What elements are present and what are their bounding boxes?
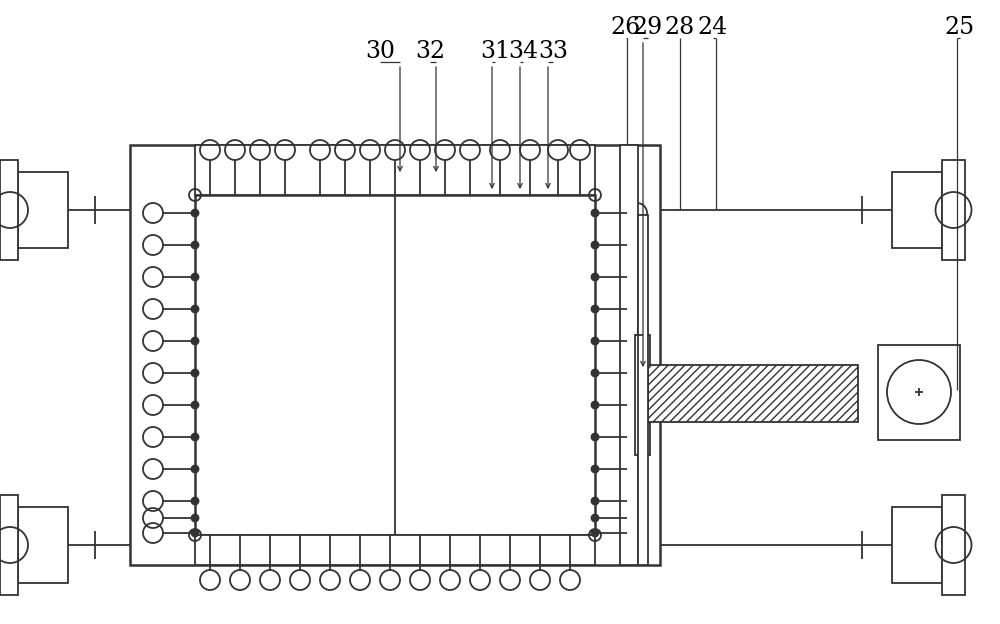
- Text: 29: 29: [633, 16, 663, 39]
- Circle shape: [592, 466, 598, 472]
- Bar: [195, 195, 595, 535]
- Circle shape: [192, 466, 198, 472]
- Circle shape: [592, 369, 598, 376]
- Text: 32: 32: [415, 41, 445, 64]
- Bar: [878, 345, 960, 440]
- Text: 34: 34: [508, 41, 538, 64]
- Bar: [0, 495, 18, 595]
- Bar: [892, 507, 942, 583]
- Circle shape: [192, 434, 198, 441]
- Bar: [0, 160, 18, 260]
- Text: 33: 33: [538, 41, 568, 64]
- Bar: [195, 145, 595, 195]
- Circle shape: [592, 497, 598, 504]
- Bar: [18, 172, 68, 248]
- Circle shape: [592, 241, 598, 248]
- Circle shape: [192, 369, 198, 376]
- Circle shape: [192, 401, 198, 409]
- Circle shape: [592, 530, 598, 537]
- Circle shape: [192, 515, 198, 522]
- Bar: [648, 365, 858, 422]
- Bar: [892, 172, 942, 248]
- Circle shape: [192, 210, 198, 217]
- Circle shape: [192, 338, 198, 344]
- Circle shape: [592, 434, 598, 441]
- Text: 30: 30: [365, 41, 395, 64]
- Circle shape: [192, 273, 198, 281]
- Circle shape: [192, 497, 198, 504]
- Circle shape: [592, 515, 598, 522]
- Circle shape: [592, 210, 598, 217]
- Bar: [195, 535, 595, 565]
- Bar: [942, 160, 965, 260]
- Text: 26: 26: [611, 16, 641, 39]
- Text: 25: 25: [945, 16, 975, 39]
- Bar: [620, 145, 638, 565]
- Bar: [942, 495, 965, 595]
- Circle shape: [592, 338, 598, 344]
- Bar: [130, 145, 660, 565]
- Bar: [635, 335, 650, 455]
- Text: 24: 24: [698, 16, 728, 39]
- Bar: [638, 215, 648, 565]
- Circle shape: [592, 401, 598, 409]
- Circle shape: [192, 306, 198, 313]
- Text: 28: 28: [665, 16, 695, 39]
- Circle shape: [592, 306, 598, 313]
- Circle shape: [192, 530, 198, 537]
- Circle shape: [592, 273, 598, 281]
- Text: 31: 31: [480, 41, 510, 64]
- Bar: [18, 507, 68, 583]
- Circle shape: [192, 241, 198, 248]
